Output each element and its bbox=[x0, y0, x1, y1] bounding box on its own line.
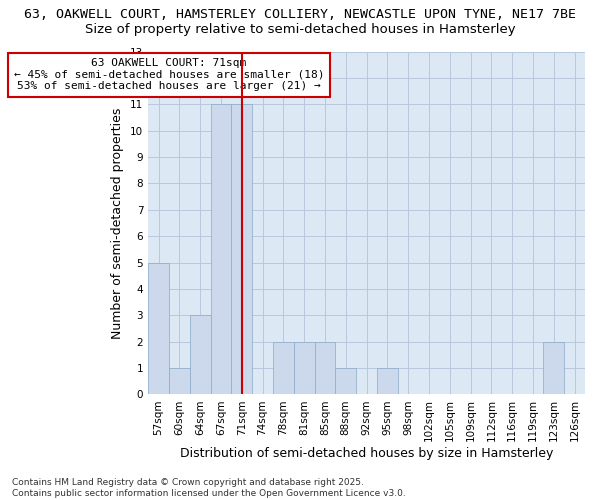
Text: 63 OAKWELL COURT: 71sqm
← 45% of semi-detached houses are smaller (18)
53% of se: 63 OAKWELL COURT: 71sqm ← 45% of semi-de… bbox=[14, 58, 324, 92]
Bar bbox=[335, 368, 356, 394]
Bar bbox=[544, 342, 564, 394]
Bar bbox=[211, 104, 232, 395]
Bar bbox=[314, 342, 335, 394]
Bar bbox=[169, 368, 190, 394]
Y-axis label: Number of semi-detached properties: Number of semi-detached properties bbox=[112, 108, 124, 338]
Bar bbox=[273, 342, 294, 394]
Text: Contains HM Land Registry data © Crown copyright and database right 2025.
Contai: Contains HM Land Registry data © Crown c… bbox=[12, 478, 406, 498]
Text: Size of property relative to semi-detached houses in Hamsterley: Size of property relative to semi-detach… bbox=[85, 22, 515, 36]
Bar bbox=[190, 316, 211, 394]
Bar bbox=[232, 104, 252, 395]
X-axis label: Distribution of semi-detached houses by size in Hamsterley: Distribution of semi-detached houses by … bbox=[180, 447, 553, 460]
Bar bbox=[294, 342, 314, 394]
Text: 63, OAKWELL COURT, HAMSTERLEY COLLIERY, NEWCASTLE UPON TYNE, NE17 7BE: 63, OAKWELL COURT, HAMSTERLEY COLLIERY, … bbox=[24, 8, 576, 20]
Bar bbox=[377, 368, 398, 394]
Bar bbox=[148, 262, 169, 394]
